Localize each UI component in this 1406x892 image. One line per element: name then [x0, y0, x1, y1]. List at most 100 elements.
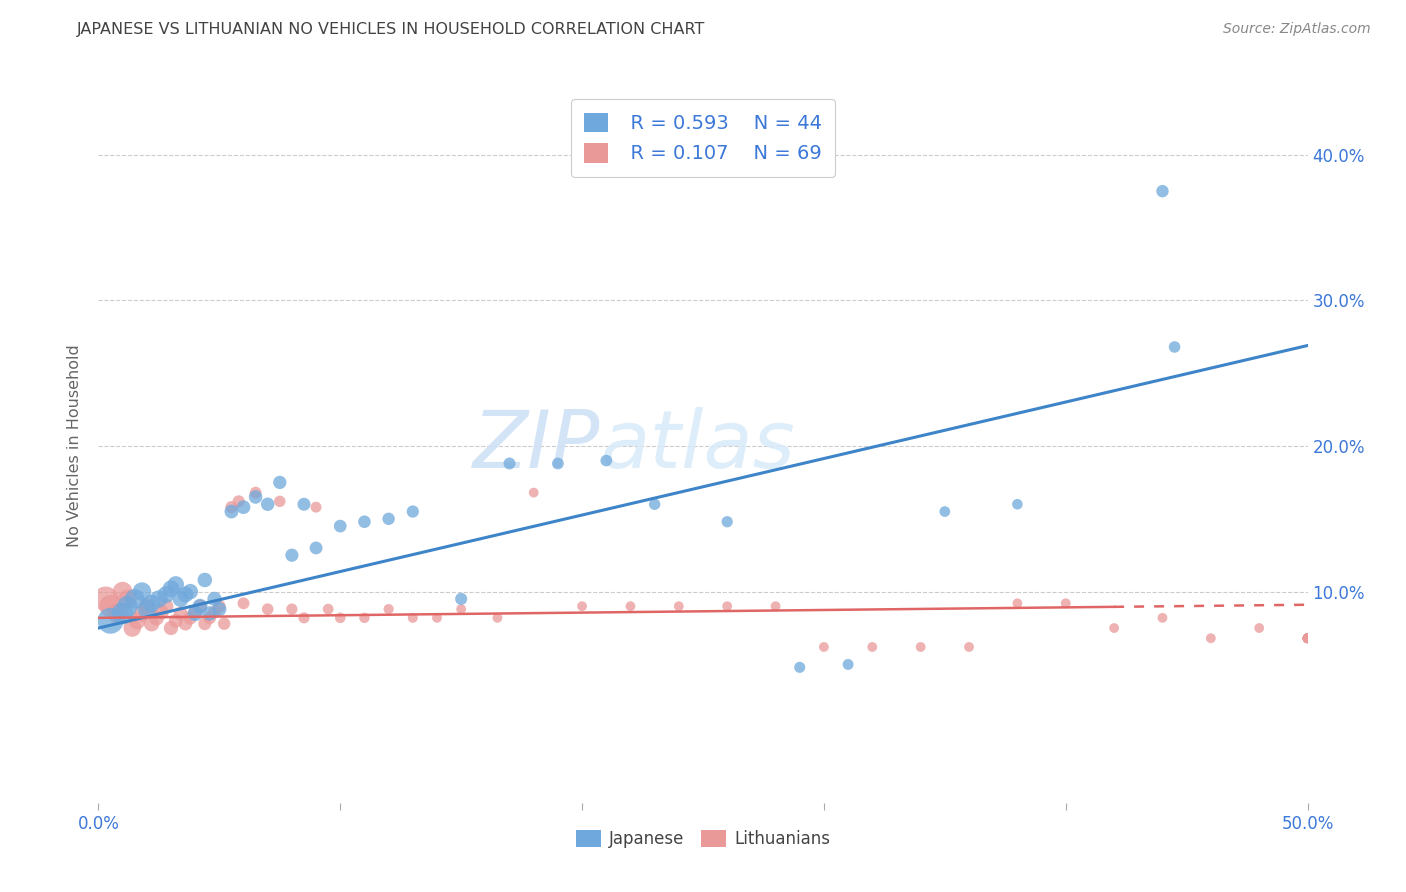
Point: [716, 515, 738, 529]
Point: [184, 607, 207, 621]
Point: [169, 607, 191, 621]
Point: [194, 573, 217, 587]
Point: [174, 616, 197, 631]
Point: [910, 640, 932, 654]
Point: [160, 582, 183, 596]
Point: [450, 591, 472, 606]
Point: [198, 607, 221, 621]
Point: [150, 605, 173, 619]
Point: [245, 490, 267, 504]
Point: [402, 611, 425, 625]
Point: [860, 640, 883, 654]
Point: [1296, 632, 1319, 646]
Point: [141, 596, 163, 610]
Point: [1054, 596, 1077, 610]
Point: [934, 504, 956, 518]
Point: [1152, 611, 1174, 625]
Point: [353, 611, 375, 625]
Point: [174, 588, 197, 602]
Point: [212, 616, 235, 631]
Point: [765, 599, 787, 614]
Point: [188, 599, 211, 614]
Point: [377, 602, 399, 616]
Point: [107, 607, 129, 621]
Point: [547, 457, 569, 471]
Point: [1296, 632, 1319, 646]
Point: [1199, 632, 1222, 646]
Point: [135, 602, 157, 616]
Point: [269, 494, 291, 508]
Point: [329, 611, 352, 625]
Point: [486, 611, 509, 625]
Text: ZIP: ZIP: [472, 407, 600, 485]
Text: JAPANESE VS LITHUANIAN NO VEHICLES IN HOUSEHOLD CORRELATION CHART: JAPANESE VS LITHUANIAN NO VEHICLES IN HO…: [77, 22, 706, 37]
Point: [716, 599, 738, 614]
Point: [1296, 632, 1319, 646]
Point: [329, 519, 352, 533]
Point: [160, 621, 183, 635]
Point: [523, 485, 546, 500]
Point: [1296, 632, 1319, 646]
Point: [232, 596, 254, 610]
Point: [281, 602, 304, 616]
Point: [256, 497, 278, 511]
Point: [208, 599, 231, 614]
Point: [117, 591, 139, 606]
Point: [100, 614, 122, 628]
Point: [402, 504, 425, 518]
Point: [498, 457, 520, 471]
Point: [117, 599, 139, 614]
Point: [1007, 497, 1029, 511]
Point: [1152, 184, 1174, 198]
Point: [141, 616, 163, 631]
Point: [789, 660, 811, 674]
Point: [305, 500, 328, 515]
Point: [121, 621, 143, 635]
Point: [1296, 632, 1319, 646]
Point: [377, 512, 399, 526]
Point: [221, 504, 243, 518]
Point: [571, 599, 593, 614]
Point: [316, 602, 339, 616]
Legend: Japanese, Lithuanians: Japanese, Lithuanians: [569, 823, 837, 855]
Point: [1007, 596, 1029, 610]
Point: [292, 611, 315, 625]
Text: Source: ZipAtlas.com: Source: ZipAtlas.com: [1223, 22, 1371, 37]
Point: [426, 611, 449, 625]
Point: [957, 640, 980, 654]
Point: [198, 611, 221, 625]
Point: [127, 614, 149, 628]
Point: [155, 599, 177, 614]
Point: [94, 591, 117, 606]
Point: [169, 591, 191, 606]
Point: [1102, 621, 1125, 635]
Point: [292, 497, 315, 511]
Point: [145, 611, 167, 625]
Point: [131, 584, 153, 599]
Point: [644, 497, 666, 511]
Point: [595, 453, 617, 467]
Point: [135, 599, 157, 614]
Point: [1296, 632, 1319, 646]
Point: [204, 591, 226, 606]
Point: [353, 515, 375, 529]
Point: [194, 616, 217, 631]
Point: [208, 602, 231, 616]
Point: [1296, 632, 1319, 646]
Point: [148, 591, 170, 606]
Point: [256, 602, 278, 616]
Point: [837, 657, 859, 672]
Point: [1296, 632, 1319, 646]
Point: [269, 475, 291, 490]
Point: [1163, 340, 1185, 354]
Point: [100, 599, 122, 614]
Point: [281, 548, 304, 562]
Point: [111, 607, 134, 621]
Point: [1296, 632, 1319, 646]
Point: [305, 541, 328, 555]
Point: [228, 494, 250, 508]
Point: [204, 605, 226, 619]
Point: [232, 500, 254, 515]
Point: [179, 611, 201, 625]
Point: [813, 640, 835, 654]
